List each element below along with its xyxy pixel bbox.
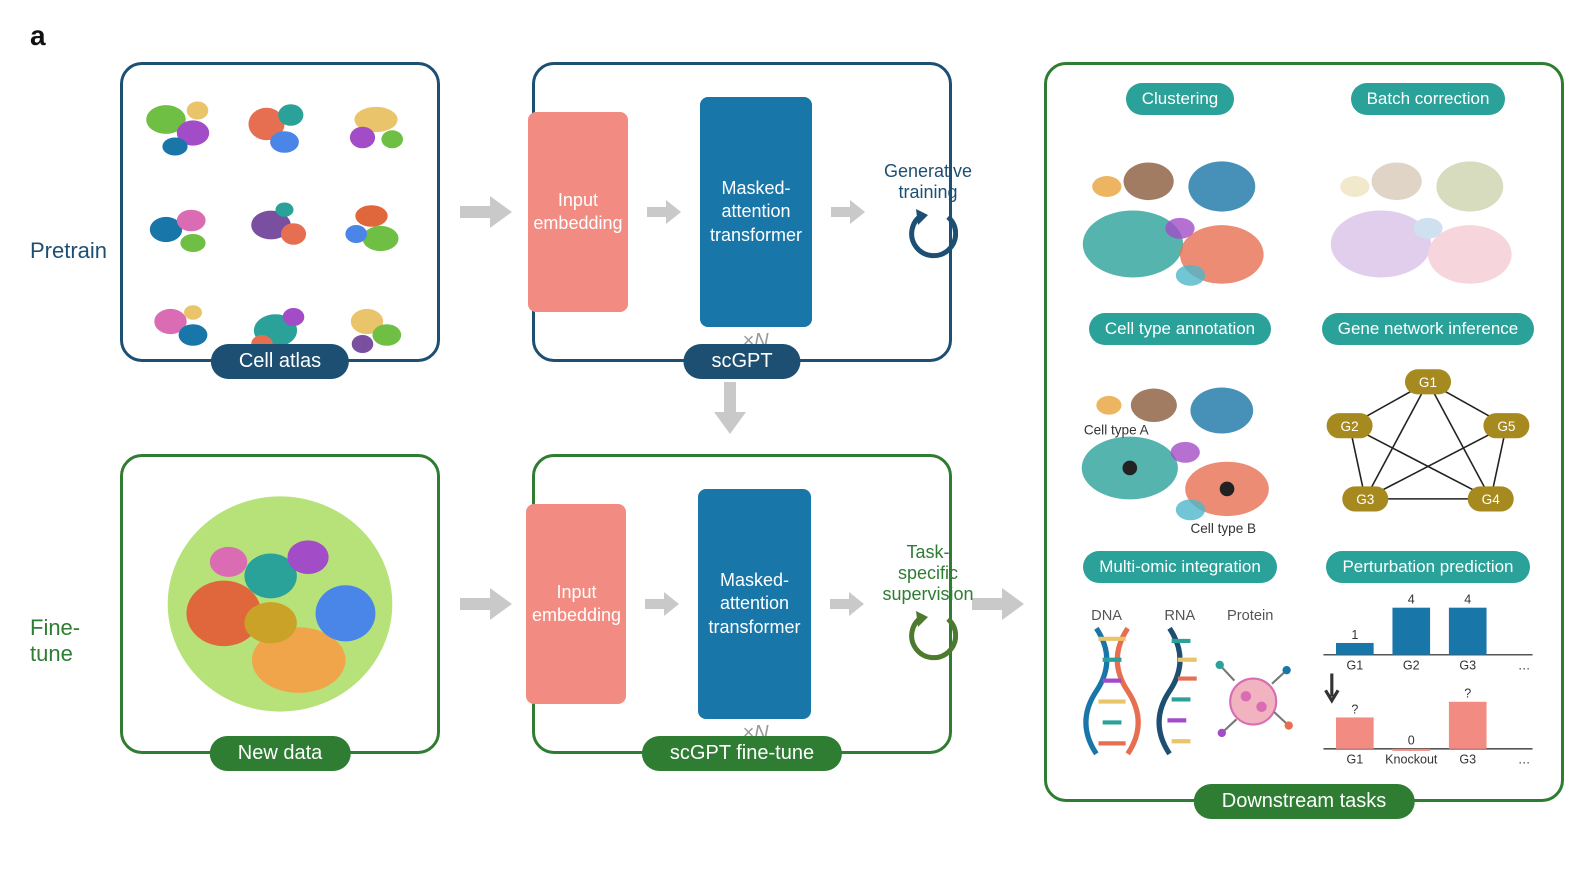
bar-category-label: … [1518, 753, 1531, 767]
task-pill: Multi-omic integration [1083, 551, 1277, 583]
omic-protein-label: Protein [1227, 608, 1273, 624]
generative-training-col: Generative training [884, 161, 972, 264]
bar-value-label: ? [1351, 702, 1358, 716]
bar [1392, 608, 1430, 655]
bar-value-label: 4 [1408, 593, 1415, 607]
cell-atlas-card: Cell atlas [120, 62, 440, 362]
umap-single [139, 473, 421, 735]
omic-dna-label: DNA [1091, 608, 1122, 624]
bar [1336, 718, 1374, 749]
task-pill: Gene network inference [1322, 313, 1535, 345]
task-batch-correction: Batch correction [1313, 83, 1543, 303]
omic-rna-label: RNA [1164, 608, 1195, 624]
task-multi-omic: Multi-omic integration DNA RNA Protein [1065, 551, 1295, 771]
supervision-label: Task-specific supervision [883, 542, 974, 605]
task-pill: Batch correction [1351, 83, 1506, 115]
task-gene-network: Gene network inference G1 G2 G3 G4 G5 [1313, 313, 1543, 541]
transformer-block: Masked-attention transformer [698, 489, 810, 719]
arrow-icon [458, 584, 514, 624]
umap-grid [139, 81, 421, 343]
task-pill: Cell type annotation [1089, 313, 1271, 345]
diagram-root: Pretrain Fine-tune [30, 62, 1564, 842]
bar-value-label: ? [1464, 687, 1471, 701]
gene-node-label: G3 [1356, 492, 1374, 507]
generative-training-label: Generative training [884, 161, 972, 203]
task-clustering: Clustering [1065, 83, 1295, 303]
task-pill: Clustering [1126, 83, 1235, 115]
left-center-column: Cell atlas Input embedding Masked-attent… [120, 62, 1026, 754]
bar [1336, 643, 1374, 655]
row-labels: Pretrain Fine-tune [30, 62, 120, 842]
umap-thumb [139, 182, 229, 277]
downstream-card: Clustering Batch correction [1044, 62, 1564, 802]
umap-thumb [331, 81, 421, 176]
scgpt-badge: scGPT [683, 344, 800, 379]
umap-thumb [331, 182, 421, 277]
arrow-icon [458, 192, 514, 232]
bar [1449, 608, 1487, 655]
downstream-column: Clustering Batch correction [1044, 62, 1564, 802]
gene-node-label: G2 [1341, 419, 1359, 434]
pretrain-row: Cell atlas Input embedding Masked-attent… [120, 62, 1026, 362]
task-perturbation: Perturbation prediction 1 G1 4 G2 4 G3 …? G1 0 Kn… [1313, 551, 1543, 771]
gene-network-svg: G1 G2 G3 G4 G5 [1313, 363, 1543, 530]
arrow-icon [829, 589, 865, 619]
new-data-card: New data [120, 454, 440, 754]
bar-category-label: G3 [1459, 659, 1476, 673]
transformer-block: Masked-attention transformer [700, 97, 812, 327]
row-label-finetune: Fine-tune [30, 615, 112, 667]
input-embedding-block: Input embedding [526, 504, 626, 704]
bar-value-label: 0 [1408, 734, 1415, 748]
task-pill: Perturbation prediction [1326, 551, 1529, 583]
gene-node-label: G4 [1482, 492, 1501, 507]
cell-type-b-label: Cell type B [1190, 521, 1256, 536]
bar [1392, 749, 1430, 751]
arrow-icon [644, 589, 680, 619]
gene-node-label: G1 [1419, 375, 1437, 390]
new-data-badge: New data [210, 736, 351, 771]
down-arrow-icon [1326, 674, 1339, 701]
arrow-icon [646, 197, 682, 227]
arrow-icon [830, 197, 866, 227]
panel-letter: a [30, 20, 1564, 52]
downstream-badge: Downstream tasks [1194, 784, 1415, 819]
gene-node-label: G5 [1497, 419, 1515, 434]
supervision-col: Task-specific supervision [883, 542, 974, 666]
bar-category-label: G1 [1346, 753, 1363, 767]
down-arrow [520, 380, 940, 436]
bar-value-label: 4 [1464, 593, 1471, 607]
bar-category-label: … [1518, 659, 1531, 673]
loop-arrow-icon [898, 209, 958, 264]
loop-arrow-icon [898, 611, 958, 666]
bar-category-label: Knockout [1385, 753, 1438, 767]
input-embedding-block: Input embedding [528, 112, 628, 312]
bar-category-label: G3 [1459, 753, 1476, 767]
scgpt-card: Input embedding Masked-attention transfo… [532, 62, 952, 362]
arrow-icon [970, 584, 1026, 624]
bar-category-label: G1 [1346, 659, 1363, 673]
bar-value-label: 1 [1351, 628, 1358, 642]
perturbation-svg: 1 G1 4 G2 4 G3 …? G1 0 Knockout? G3 … [1313, 592, 1543, 770]
scgpt-finetune-badge: scGPT fine-tune [642, 736, 842, 771]
bar-category-label: G2 [1403, 659, 1420, 673]
task-cell-type-annotation: Cell type annotation Cell type A Cell t [1065, 313, 1295, 541]
cell-atlas-badge: Cell atlas [211, 344, 349, 379]
bar [1449, 702, 1487, 749]
finetune-row: New data Input embedding Masked-attentio… [120, 454, 1026, 754]
cell-type-a-label: Cell type A [1084, 422, 1150, 437]
umap-thumb [235, 81, 325, 176]
scgpt-finetune-card: Input embedding Masked-attention transfo… [532, 454, 952, 754]
row-label-pretrain: Pretrain [30, 238, 112, 264]
umap-thumb [235, 182, 325, 277]
umap-thumb [139, 81, 229, 176]
